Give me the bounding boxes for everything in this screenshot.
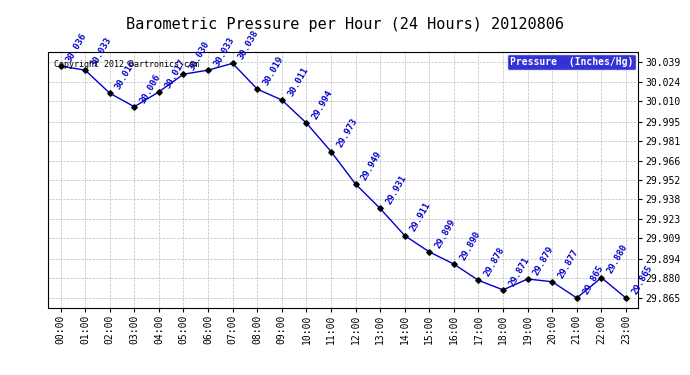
Text: Barometric Pressure per Hour (24 Hours) 20120806: Barometric Pressure per Hour (24 Hours) … <box>126 17 564 32</box>
Text: 30.033: 30.033 <box>213 36 236 68</box>
Text: Copyright 2012 Dartronics.com: Copyright 2012 Dartronics.com <box>55 60 199 69</box>
Text: 30.030: 30.030 <box>188 40 212 72</box>
Text: 29.994: 29.994 <box>310 88 335 121</box>
Text: 29.878: 29.878 <box>482 246 506 278</box>
Text: 29.899: 29.899 <box>433 217 457 250</box>
Legend: Pressure  (Inches/Hg): Pressure (Inches/Hg) <box>507 54 636 70</box>
Text: 29.911: 29.911 <box>409 201 433 234</box>
Text: 29.865: 29.865 <box>581 263 605 296</box>
Text: 30.017: 30.017 <box>163 57 187 90</box>
Text: 30.019: 30.019 <box>262 54 286 87</box>
Text: 30.036: 30.036 <box>65 32 89 64</box>
Text: 30.011: 30.011 <box>286 65 310 98</box>
Text: 29.890: 29.890 <box>458 230 482 262</box>
Text: 30.016: 30.016 <box>114 58 138 91</box>
Text: 29.865: 29.865 <box>630 263 654 296</box>
Text: 29.973: 29.973 <box>335 117 359 149</box>
Text: 30.038: 30.038 <box>237 29 261 61</box>
Text: 29.880: 29.880 <box>606 243 629 276</box>
Text: 29.871: 29.871 <box>507 255 531 288</box>
Text: 29.931: 29.931 <box>384 174 408 206</box>
Text: 30.006: 30.006 <box>139 72 162 105</box>
Text: 30.033: 30.033 <box>89 36 113 68</box>
Text: 29.949: 29.949 <box>359 150 384 182</box>
Text: 29.877: 29.877 <box>556 247 580 279</box>
Text: 29.879: 29.879 <box>532 244 555 277</box>
